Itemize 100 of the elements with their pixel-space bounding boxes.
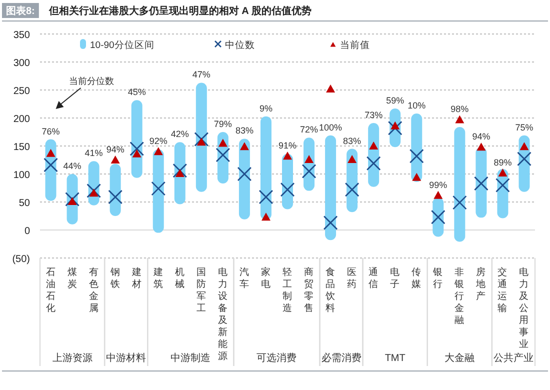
text: 大金融: [444, 352, 475, 364]
x-tick-label: 电力及公用事业: [519, 266, 530, 350]
point: [237, 166, 252, 182]
point: [258, 190, 274, 204]
y-tick-label: 200: [13, 114, 30, 125]
annotation: 76%: [42, 126, 60, 136]
y-tick-label: 50: [18, 198, 30, 209]
point: [194, 132, 209, 146]
bar: [174, 142, 186, 204]
x-tick-label: 传媒: [412, 267, 422, 290]
annotation: 当前分位数: [68, 76, 114, 86]
point: [496, 178, 510, 192]
point: [44, 158, 58, 172]
point: [474, 176, 488, 191]
x-tick-label: 通信: [368, 266, 379, 290]
point: [196, 138, 206, 146]
text: 上游资源: [52, 352, 92, 364]
annotation: 100%: [319, 122, 342, 132]
x-tick-label: 煤炭: [67, 266, 78, 290]
point: [455, 115, 464, 124]
point: [390, 121, 400, 130]
annotation: 83%: [235, 126, 254, 136]
x-tick-label: 国防军工: [196, 267, 206, 314]
text: 可选消费: [256, 352, 297, 364]
point: [302, 164, 316, 178]
annotation: 73%: [364, 110, 383, 120]
point: [283, 152, 292, 160]
annotation: 99%: [429, 180, 448, 190]
x-tick-label: 家电: [260, 266, 271, 290]
bar: [260, 116, 272, 220]
legend-label: 10-90分位区间: [90, 39, 154, 51]
annotation: 94%: [472, 132, 490, 142]
point: [520, 142, 529, 150]
point: [108, 190, 123, 204]
x-tick-label: 银行: [432, 267, 444, 290]
annotation: 89%: [494, 157, 512, 168]
point: [430, 210, 446, 224]
annotation: 94%: [106, 144, 124, 155]
point: [323, 216, 338, 230]
point: [304, 155, 314, 163]
annotation: 47%: [192, 70, 210, 80]
annotation: 98%: [450, 104, 469, 114]
y-tick-label: (50): [12, 254, 30, 265]
point: [348, 155, 357, 163]
x-tick-label: 机械: [174, 266, 185, 290]
annotation: 91%: [278, 140, 297, 151]
text: 中游材料: [106, 352, 146, 364]
annotation: 59%: [386, 95, 404, 106]
bar: [325, 135, 336, 240]
x-tick-label: 食品饮料: [324, 266, 336, 314]
annotation: 44%: [63, 161, 82, 171]
point: [86, 184, 102, 198]
x-tick-label: 交通运输: [498, 266, 508, 314]
y-tick-label: 250: [13, 86, 30, 97]
point: [218, 138, 228, 147]
x-tick-label: 商贸零售: [304, 266, 314, 314]
point: [154, 147, 163, 156]
point: [151, 181, 166, 196]
point: [388, 120, 402, 136]
x-tick-label: 电子: [390, 266, 400, 290]
annotation: 9%: [259, 103, 272, 114]
point: [132, 149, 142, 158]
point: [46, 148, 56, 157]
y-tick-label: 150: [13, 142, 30, 153]
annotation: 45%: [128, 87, 146, 98]
x-tick-label: 非银行金融: [454, 266, 465, 326]
point: [89, 188, 98, 197]
point: [175, 169, 184, 177]
annotation: 41%: [84, 148, 103, 158]
point: [110, 156, 120, 164]
point: [366, 156, 381, 171]
point: [412, 172, 422, 181]
bar: [196, 82, 207, 192]
point: [344, 182, 360, 197]
annotation: 42%: [170, 129, 189, 140]
bar: [238, 138, 250, 220]
point: [240, 142, 249, 150]
y-tick-label: 300: [13, 58, 30, 69]
point: [498, 168, 508, 176]
x-tick-label: 建筑: [152, 266, 164, 290]
annotation: 75%: [515, 122, 534, 132]
annotation: 10%: [408, 100, 426, 111]
point: [216, 148, 230, 162]
annotation: 72%: [300, 124, 318, 135]
point: [369, 142, 378, 150]
point: [326, 84, 336, 92]
point: [434, 190, 443, 199]
text: 必需消费: [321, 352, 362, 364]
x-tick-label: 钢铁: [109, 267, 120, 290]
x-tick-label: 房地产: [475, 266, 486, 302]
point: [261, 212, 270, 221]
text: 公共产业: [493, 352, 534, 364]
point: [452, 195, 467, 210]
annotation: 83%: [343, 136, 362, 146]
x-tick-label: 电力设备及新能源: [218, 266, 228, 362]
x-tick-label: 医药: [347, 267, 358, 290]
point: [130, 142, 144, 156]
x-tick-label: 轻工制造: [282, 266, 292, 314]
legend-label: 当前值: [340, 39, 370, 51]
y-tick-label: 0: [24, 226, 30, 237]
